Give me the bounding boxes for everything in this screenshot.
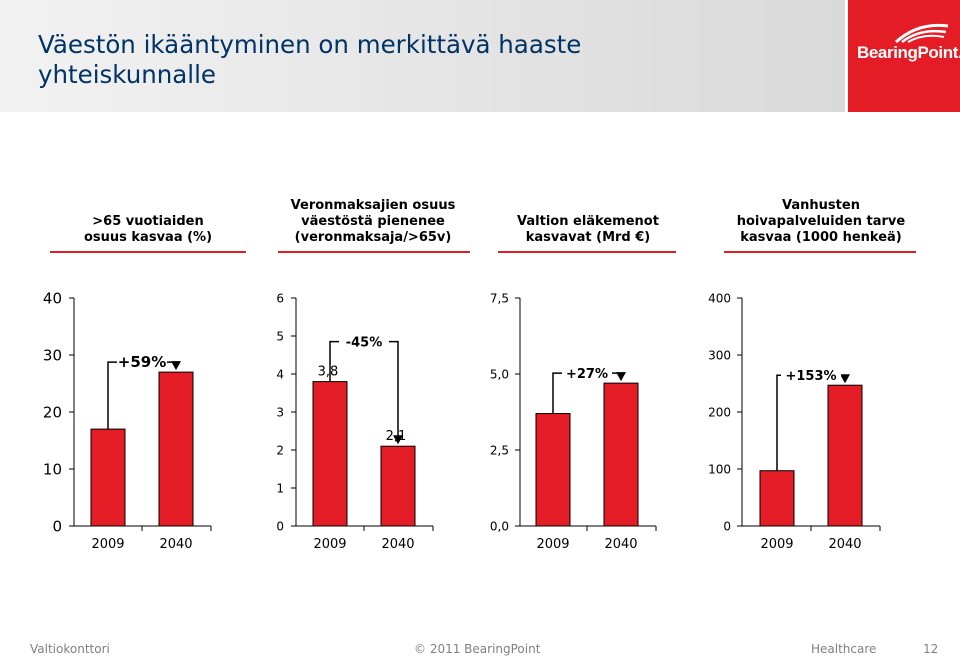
footer-organization: Valtiokonttori [30, 642, 110, 656]
chart-3-y-tick-label: 2,5 [490, 443, 509, 457]
chart-4-title-line-1: Vanhusten [782, 198, 860, 213]
chart-3-change-label: +27% [566, 367, 608, 382]
chart-2-change-label-box [339, 333, 389, 350]
slide-header: Väestön ikääntyminen on merkittävä haast… [0, 0, 845, 112]
chart-4-y-tick-label: 300 [708, 348, 731, 362]
chart-2-x-label: 2009 [313, 537, 346, 552]
chart-3-y-tick-label: 7,5 [490, 291, 509, 305]
chart-4-change-arrow-icon [840, 374, 850, 384]
chart-1-change-arrow-icon [171, 361, 181, 371]
chart-3-y-tick-label: 5,0 [490, 367, 509, 381]
chart-2-bar-2009 [312, 381, 348, 527]
chart-1-y-tick-label: 0 [52, 517, 62, 535]
chart-1-title-line-2: osuus kasvaa (%) [84, 230, 212, 245]
chart-2-x-label: 2040 [381, 537, 414, 552]
chart-3-x-label: 2040 [604, 537, 637, 552]
chart-3-change-label-box [562, 365, 612, 382]
chart-2-y-tick-label: 3 [276, 405, 284, 419]
chart-1-bar-2009 [90, 428, 126, 527]
logo-arcs-icon [894, 23, 949, 44]
chart-3-change-arrow-icon [616, 372, 626, 382]
chart-1-change-label: +59% [118, 353, 166, 371]
chart-1-y-tick-label: 40 [43, 289, 62, 307]
chart-3-y-tick-label: 0,0 [490, 519, 509, 533]
footer-page-number: 12 [923, 642, 939, 656]
chart-3-title-line-1: Valtion eläkemenot [517, 214, 659, 229]
chart-2-bar-2040 [380, 445, 416, 527]
chart-2-title-line-2: väestöstä pienenee [301, 214, 445, 229]
chart-4-title-line-2: hoivapalveluiden tarve [737, 214, 906, 229]
chart-4-bar-2040 [827, 384, 863, 527]
chart-2-y-tick-label: 0 [276, 519, 284, 533]
chart-2-title-line-3: (veronmaksaja/>65v) [295, 230, 452, 245]
footer-section: Healthcare [811, 642, 877, 656]
chart-2-change-label: -45% [346, 336, 383, 351]
chart-3-x-label: 2009 [536, 537, 569, 552]
chart-1-x-label: 2009 [91, 537, 124, 552]
logo-text: BearingPoint. [857, 43, 960, 62]
page-title: Väestön ikääntyminen on merkittävä haast… [38, 30, 738, 90]
chart-2-y-tick-label: 5 [276, 329, 284, 343]
chart-1-x-label: 2040 [159, 537, 192, 552]
chart-1-change-label-box [117, 354, 167, 371]
chart-4-x-label: 2040 [828, 537, 861, 552]
chart-2-y-tick-label: 2 [276, 443, 284, 457]
page-title-line-2: yhteiskunnalle [38, 60, 216, 89]
chart-1-title-line-1: >65 vuotiaiden [92, 214, 203, 229]
chart-4-y-tick-label: 0 [723, 519, 731, 533]
chart-4-x-label: 2009 [760, 537, 793, 552]
chart-4-y-tick-label: 400 [708, 291, 731, 305]
chart-3-bar-2009 [535, 413, 571, 527]
chart-4-title-line-3: kasvaa (1000 henkeä) [740, 230, 902, 245]
chart-3-title-line-2: kasvavat (Mrd €) [526, 230, 651, 245]
chart-1-bar-2040 [158, 371, 194, 527]
chart-2-change-arrow-icon [393, 435, 403, 445]
chart-4-y-tick-label: 200 [708, 405, 731, 419]
chart-2-y-tick-label: 6 [276, 291, 284, 305]
chart-2-y-tick-label: 1 [276, 481, 284, 495]
footer-copyright: © 2011 BearingPoint [414, 642, 541, 656]
page-title-line-1: Väestön ikääntyminen on merkittävä haast… [38, 30, 582, 59]
chart-1-y-tick-label: 20 [43, 403, 62, 421]
chart-3-bar-2040 [603, 382, 639, 527]
chart-1-y-tick-label: 10 [43, 460, 62, 478]
chart-4-change-label: +153% [785, 369, 836, 384]
chart-4-change-label-box [781, 367, 841, 384]
chart-4-bar-2009 [759, 470, 795, 527]
chart-2-data-label: 3,8 [318, 365, 339, 380]
chart-4-y-tick-label: 100 [708, 462, 731, 476]
chart-2-y-tick-label: 4 [276, 367, 284, 381]
bearingpoint-logo: BearingPoint. [845, 0, 960, 112]
chart-2-title-line-1: Veronmaksajien osuus [291, 198, 456, 213]
chart-1-y-tick-label: 30 [43, 346, 62, 364]
